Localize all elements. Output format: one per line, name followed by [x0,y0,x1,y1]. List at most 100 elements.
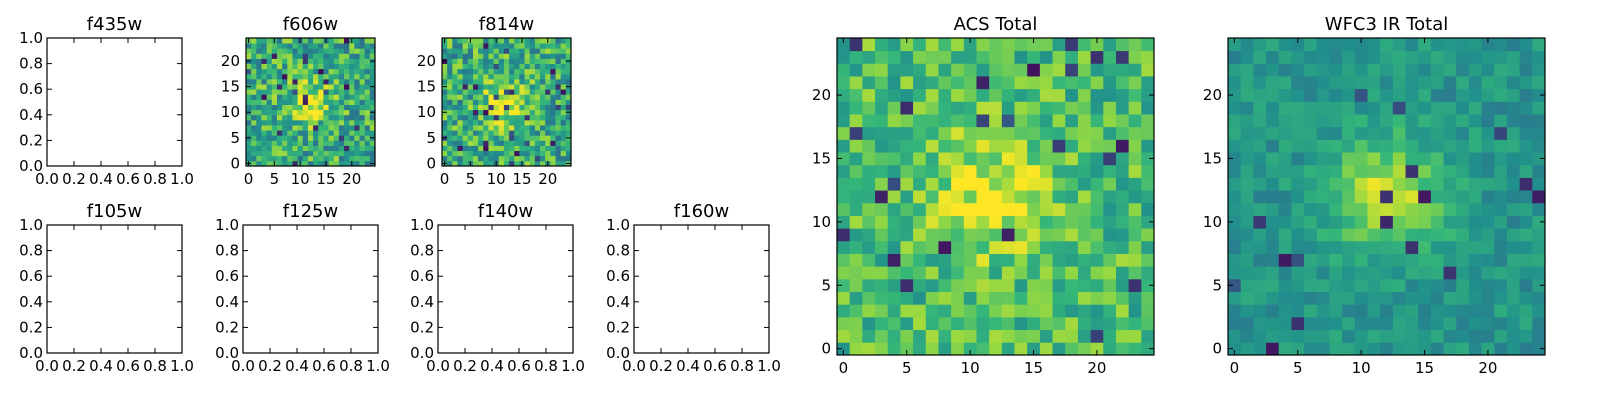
heatmap-cell [1316,190,1330,204]
heatmap-cell [1141,329,1155,343]
heatmap-cell [246,99,252,105]
heatmap-cell [276,119,283,126]
heatmap-cell [1532,202,1546,216]
heatmap-cell [555,114,562,121]
heatmap-cell [442,48,448,54]
heatmap-cell [1304,278,1318,292]
heatmap-cell [529,63,536,70]
heatmap-cell [550,155,556,162]
heatmap-cell [1481,253,1495,267]
heatmap-cell [1304,50,1318,64]
heatmap-cell [1077,240,1091,254]
heatmap-cell [1039,215,1053,229]
heatmap-cell [256,78,262,85]
heatmap-cell [900,329,914,343]
heatmap-cell [1380,342,1394,356]
heatmap-cell [1291,63,1305,77]
heatmap-cell [1291,316,1305,331]
heatmap-cell [519,58,525,64]
heatmap-cell [1380,253,1394,267]
heatmap-cell [887,88,901,102]
heatmap-cell [503,48,510,54]
heatmap-cell [1266,152,1280,166]
heatmap-cell [1456,215,1470,229]
heatmap-cell [862,101,876,115]
heatmap-cell [498,150,505,157]
heatmap-cell [276,48,283,54]
heatmap-cell [488,109,494,116]
heatmap-cell [483,38,489,44]
heatmap-cell [307,155,314,162]
heatmap-cell [887,63,901,77]
heatmap-cell [550,84,556,90]
heatmap-cell [989,253,1003,267]
heatmap-cell [297,63,304,70]
heatmap-cell [483,73,489,80]
heatmap-cell [271,53,278,59]
heatmap-cell [251,48,257,54]
heatmap-cell [1430,253,1444,267]
heatmap-cell [359,94,366,100]
heatmap-cell [1115,278,1130,292]
heatmap-cell [534,114,541,121]
heatmap-cell [1077,63,1091,77]
heatmap-cell [313,135,319,141]
heatmap-cell [550,125,556,131]
heatmap-cell [364,119,371,126]
heatmap-cell [913,342,927,356]
heatmap-cell [938,304,952,318]
heatmap-cell [951,177,965,191]
heatmap-cell [1266,342,1280,356]
heatmap-cell [1266,278,1280,292]
heatmap-cell [472,140,479,146]
heatmap-cell [529,84,536,90]
heatmap-cell [1065,342,1079,356]
heatmap-cell [276,140,283,146]
heatmap-cell [529,125,536,131]
heatmap-cell [1354,177,1368,191]
heatmap-cell [1001,202,1015,216]
heatmap-cell [875,164,889,178]
heatmap-cell [1316,164,1330,178]
heatmap-cell [1128,88,1142,102]
heatmap-cell [1532,38,1546,52]
heatmap-cell [467,94,474,100]
x-tick-label: 15 [512,170,531,188]
heatmap-cell [1228,38,1242,52]
heatmap-cell [328,109,335,116]
heatmap-cell [1443,177,1457,191]
heatmap-cell [302,78,309,85]
heatmap-cell [1494,342,1508,356]
heatmap-cell [349,104,355,111]
heatmap-cell [462,150,469,157]
heatmap-cell [1001,114,1015,128]
heatmap-cell [509,109,515,116]
y-tick-label: 5 [1212,276,1222,294]
heatmap-cell [261,140,268,146]
heatmap-cell [359,48,366,54]
heatmap-cell [349,58,355,64]
heatmap-cell [524,130,531,136]
heatmap-cell [1291,126,1305,140]
heatmap-cell [1266,164,1280,178]
heatmap-cell [1468,38,1482,52]
heatmap-cell [1405,304,1419,318]
heatmap-cell [1052,50,1066,64]
heatmap-cell [1052,291,1066,305]
heatmap-cell [493,104,500,111]
heatmap-cell [887,316,901,331]
y-tick-label: 0.6 [215,267,239,285]
heatmap-cell [1103,190,1117,204]
heatmap-cell [292,145,298,152]
heatmap-cell [1103,101,1117,115]
heatmap-cell [963,114,977,128]
heatmap-cell [1316,76,1330,90]
heatmap-cell [555,89,562,95]
heatmap-cell [246,130,252,136]
heatmap-cell [442,99,448,105]
heatmap-cell [951,291,965,305]
heatmap-cell [1532,266,1546,280]
heatmap-cell [1354,304,1368,318]
heatmap-cell [514,48,520,54]
heatmap-cell [925,215,939,229]
